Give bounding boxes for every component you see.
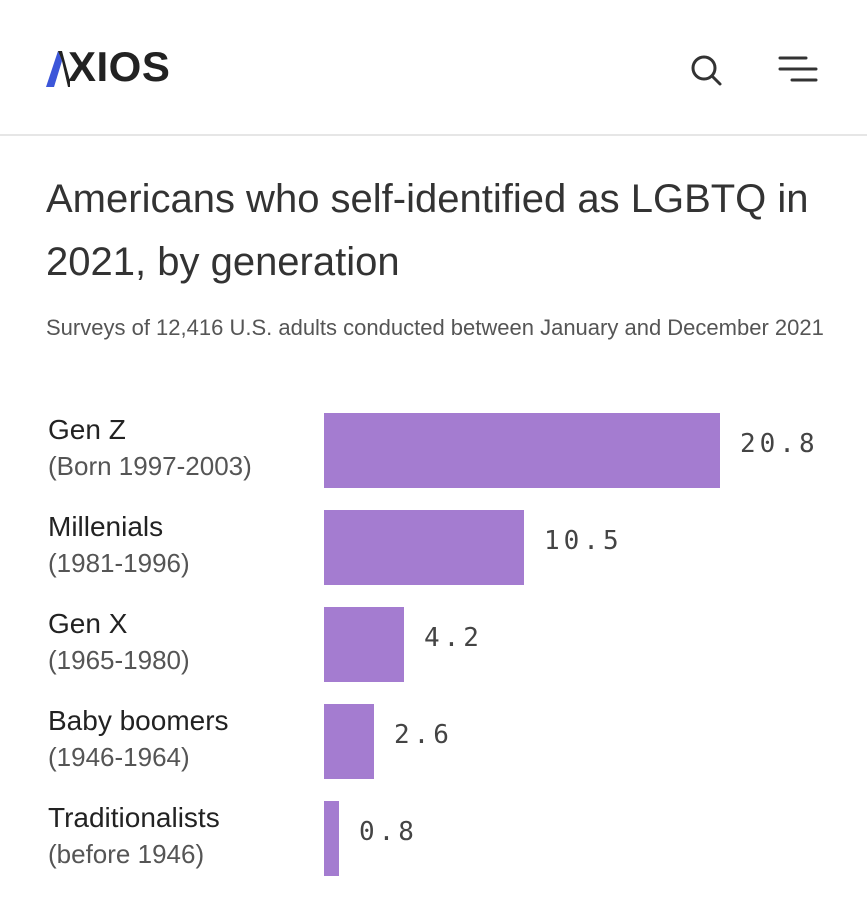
category-years: (1965-1980) xyxy=(48,645,190,675)
bar xyxy=(324,801,339,876)
category-label: Gen Z (Born 1997-2003) xyxy=(48,413,252,483)
data-label: 0.8 xyxy=(359,817,418,847)
category-label: Baby boomers (1946-1964) xyxy=(48,704,229,774)
category-years: (before 1946) xyxy=(48,839,205,869)
category-years: (1981-1996) xyxy=(48,548,190,578)
data-label: 20.8 xyxy=(740,429,819,459)
logo-text: XIOS xyxy=(68,43,171,90)
data-label: 10.5 xyxy=(544,526,623,556)
category-years: (1946-1964) xyxy=(48,742,190,772)
chart-title: Americans who self-identified as LGBTQ i… xyxy=(46,177,809,284)
site-header: XIOS xyxy=(0,0,867,136)
axios-logo[interactable]: XIOS xyxy=(46,42,170,92)
menu-icon xyxy=(778,56,818,82)
category-name: Millenials xyxy=(48,511,164,542)
bar-row: Gen X (1965-1980) 4.2 xyxy=(0,607,867,687)
bar xyxy=(324,607,404,682)
category-label: Gen X (1965-1980) xyxy=(48,607,190,677)
menu-button[interactable] xyxy=(776,50,820,90)
category-name: Gen Z xyxy=(48,414,126,445)
bar-row: Traditionalists (before 1946) 0.8 xyxy=(0,801,867,881)
data-label: 2.6 xyxy=(394,720,453,750)
category-label: Traditionalists (before 1946) xyxy=(48,801,220,871)
chart-subtitle: Surveys of 12,416 U.S. adults conducted … xyxy=(46,315,824,340)
bar-row: Baby boomers (1946-1964) 2.6 xyxy=(0,704,867,784)
data-label: 4.2 xyxy=(424,623,483,653)
search-button[interactable] xyxy=(684,50,728,90)
search-icon xyxy=(691,55,722,86)
axios-a-mark-icon xyxy=(46,51,70,87)
category-years: (Born 1997-2003) xyxy=(48,451,252,481)
bar-row: Millenials (1981-1996) 10.5 xyxy=(0,510,867,590)
bar xyxy=(324,510,524,585)
category-name: Baby boomers xyxy=(48,705,229,736)
bar xyxy=(324,704,374,779)
bar xyxy=(324,413,720,488)
category-name: Gen X xyxy=(48,608,128,639)
bar-row: Gen Z (Born 1997-2003) 20.8 xyxy=(0,413,867,493)
category-label: Millenials (1981-1996) xyxy=(48,510,190,580)
category-name: Traditionalists xyxy=(48,802,220,833)
